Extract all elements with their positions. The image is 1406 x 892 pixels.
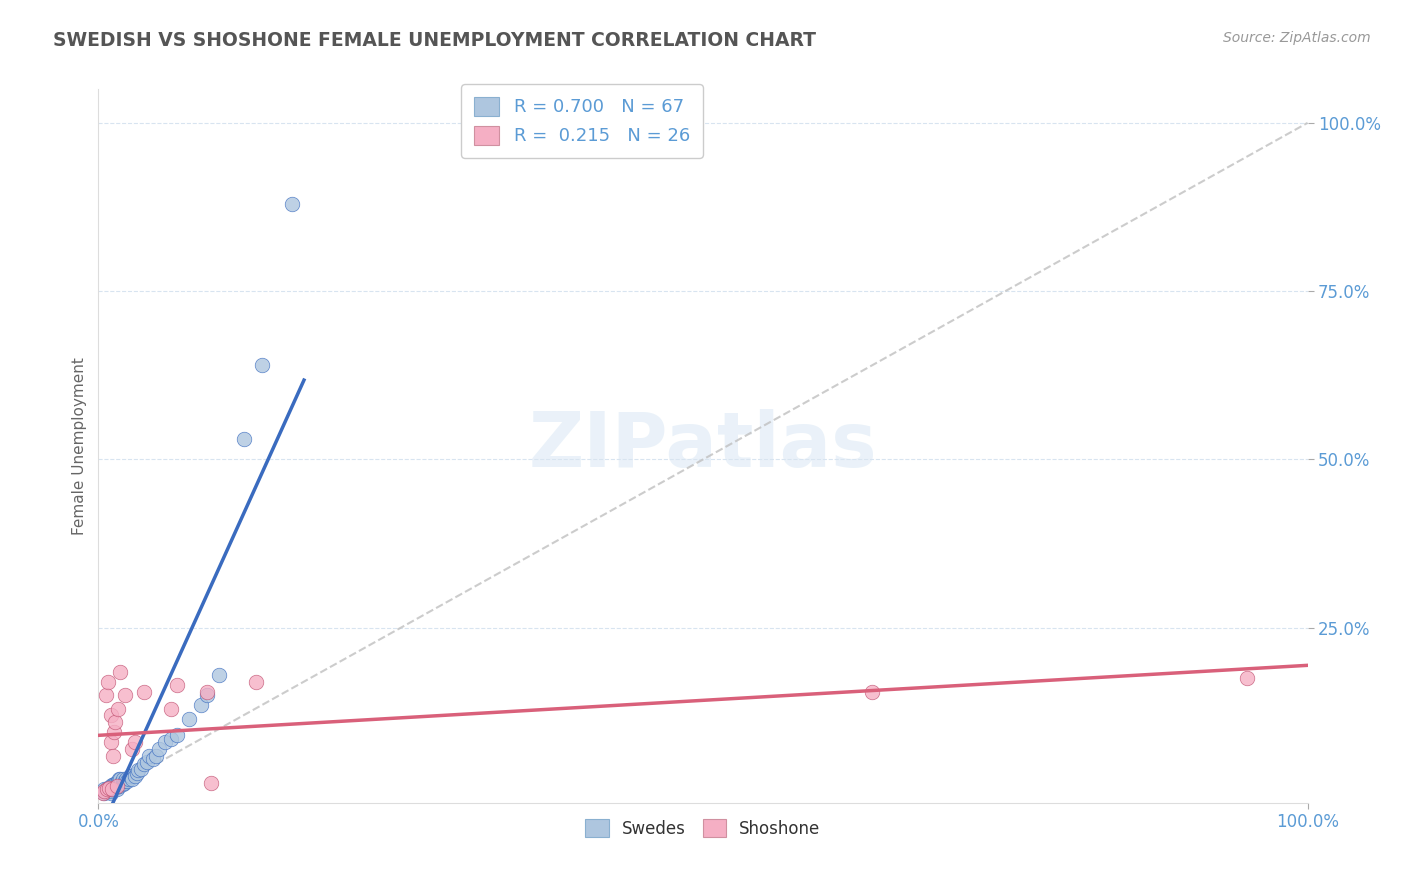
Point — [115, 772, 138, 787]
Point — [1236, 671, 1258, 685]
Point — [118, 769, 141, 783]
Point — [98, 783, 121, 797]
Point — [101, 748, 124, 763]
Point — [108, 772, 131, 787]
Point — [97, 674, 120, 689]
Point — [124, 735, 146, 749]
Point — [101, 779, 124, 793]
Point — [93, 783, 115, 797]
Point — [166, 729, 188, 743]
Point — [117, 774, 139, 789]
Point — [100, 782, 122, 797]
Point — [97, 782, 120, 797]
Point — [195, 684, 218, 698]
Point — [103, 780, 125, 795]
Point — [112, 775, 135, 789]
Point — [100, 779, 122, 793]
Point — [100, 783, 122, 797]
Point — [100, 782, 122, 797]
Point — [107, 701, 129, 715]
Point — [860, 684, 883, 698]
Legend: Swedes, Shoshone: Swedes, Shoshone — [579, 813, 827, 845]
Point — [111, 777, 134, 791]
Point — [100, 735, 122, 749]
Point — [105, 775, 128, 789]
Point — [153, 735, 176, 749]
Point — [108, 779, 131, 793]
Point — [94, 785, 117, 799]
Point — [101, 782, 124, 797]
Point — [208, 668, 231, 682]
Point — [135, 756, 157, 770]
Point — [110, 775, 132, 789]
Point — [104, 714, 127, 729]
Point — [120, 769, 142, 783]
Point — [104, 780, 127, 795]
Text: ZIPatlas: ZIPatlas — [529, 409, 877, 483]
Point — [103, 782, 125, 797]
Point — [100, 786, 122, 800]
Point — [105, 779, 128, 793]
Point — [100, 780, 122, 795]
Point — [93, 782, 115, 797]
Point — [200, 775, 222, 789]
Point — [108, 772, 131, 787]
Point — [96, 784, 118, 798]
Point — [97, 783, 120, 797]
Point — [190, 698, 212, 713]
Point — [124, 769, 146, 783]
Point — [138, 748, 160, 763]
Point — [114, 688, 136, 702]
Point — [108, 777, 131, 791]
Point — [107, 774, 129, 789]
Point — [160, 731, 183, 746]
Point — [129, 762, 152, 776]
Point — [121, 772, 143, 787]
Point — [96, 782, 118, 797]
Point — [134, 684, 156, 698]
Y-axis label: Female Unemployment: Female Unemployment — [72, 357, 87, 535]
Point — [121, 742, 143, 756]
Point — [98, 780, 121, 795]
Point — [91, 786, 114, 800]
Point — [103, 725, 125, 739]
Point — [114, 774, 136, 789]
Point — [104, 777, 127, 791]
Point — [134, 756, 156, 771]
Point — [127, 764, 149, 778]
Point — [118, 772, 141, 787]
Point — [111, 772, 134, 787]
Point — [107, 779, 129, 793]
Point — [100, 782, 122, 797]
Point — [179, 712, 201, 726]
Point — [105, 782, 128, 797]
Point — [232, 432, 254, 446]
Point — [105, 779, 128, 793]
Point — [103, 777, 125, 791]
Point — [94, 688, 117, 702]
Point — [195, 688, 218, 702]
Point — [93, 786, 115, 800]
Point — [108, 665, 131, 679]
Point — [127, 765, 149, 780]
Text: Source: ZipAtlas.com: Source: ZipAtlas.com — [1223, 31, 1371, 45]
Point — [98, 784, 121, 798]
Point — [100, 780, 122, 795]
Point — [98, 780, 121, 795]
Point — [100, 708, 122, 723]
Text: SWEDISH VS SHOSHONE FEMALE UNEMPLOYMENT CORRELATION CHART: SWEDISH VS SHOSHONE FEMALE UNEMPLOYMENT … — [53, 31, 817, 50]
Point — [160, 701, 183, 715]
Point — [250, 358, 273, 372]
Point — [281, 196, 304, 211]
Point — [93, 783, 115, 797]
Point — [96, 782, 118, 797]
Point — [97, 780, 120, 795]
Point — [166, 678, 188, 692]
Point — [245, 674, 267, 689]
Point — [148, 742, 170, 756]
Point — [145, 748, 167, 763]
Point — [100, 778, 122, 792]
Point — [142, 752, 165, 766]
